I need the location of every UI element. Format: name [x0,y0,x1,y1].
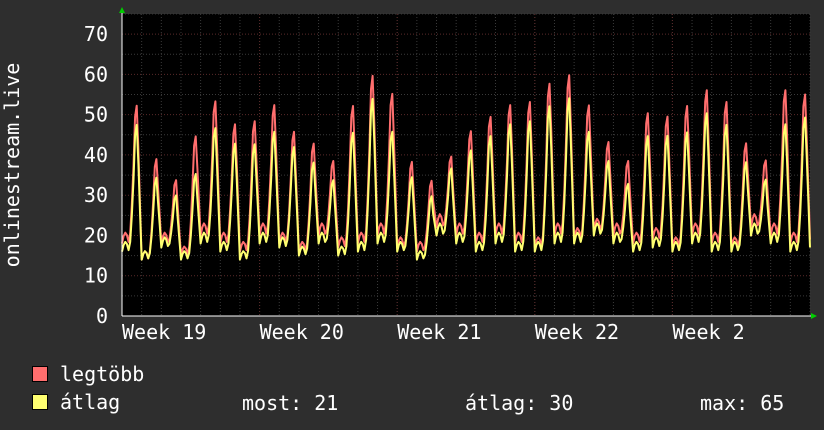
x-tick-label: Week 22 [535,320,619,344]
stat-now: most: 21 [242,391,339,415]
y-tick-label: 70 [84,22,108,46]
legend-label-max: legtöbb [60,362,145,386]
stat-average: átlag: 30 [465,391,574,415]
series-line-1 [121,97,811,261]
x-axis-arrow-icon [811,313,817,319]
axes [119,7,817,319]
legend-swatch-avg [32,394,48,410]
series-group [121,74,811,261]
x-tick-label: Week 2 [672,320,744,344]
plot-area [122,14,810,316]
y-tick-labels: 0 10 20 30 40 50 60 70 [84,22,108,328]
y-tick-label: 40 [84,143,108,167]
y-tick-label: 0 [96,304,108,328]
legend-item-max: legtöbb [32,362,145,386]
y-tick-label: 60 [84,62,108,86]
y-axis-arrow-icon [119,7,125,13]
legend-item-avg: átlag [32,390,121,414]
y-tick-label: 10 [84,264,108,288]
y-axis-label: onlinestream.live [0,63,24,268]
x-tick-label: Week 20 [260,320,344,344]
legend-label-avg: átlag [60,390,121,414]
y-tick-label: 30 [84,183,108,207]
legend-swatch-max [32,366,48,382]
x-tick-labels: Week 19 Week 20 Week 21 Week 22 Week 2 [122,320,745,344]
x-tick-label: Week 21 [397,320,481,344]
y-tick-label: 50 [84,103,108,127]
stat-max: max: 65 [700,391,785,415]
x-tick-label: Week 19 [122,320,206,344]
y-tick-label: 20 [84,223,108,247]
